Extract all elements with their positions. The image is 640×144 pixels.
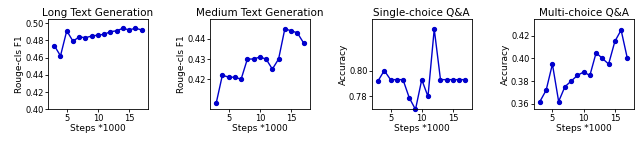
X-axis label: Steps *1000: Steps *1000 xyxy=(394,124,450,133)
Y-axis label: Accuracy: Accuracy xyxy=(500,43,509,85)
X-axis label: Steps *1000: Steps *1000 xyxy=(556,124,611,133)
Y-axis label: Rouge-cls F1: Rouge-cls F1 xyxy=(177,35,186,93)
Title: Medium Text Generation: Medium Text Generation xyxy=(196,8,324,18)
X-axis label: Steps *1000: Steps *1000 xyxy=(232,124,288,133)
Y-axis label: Accuracy: Accuracy xyxy=(339,43,348,85)
Title: Long Text Generation: Long Text Generation xyxy=(42,8,154,18)
Title: Single-choice Q&A: Single-choice Q&A xyxy=(373,8,470,18)
Y-axis label: Rouge-cls F1: Rouge-cls F1 xyxy=(15,35,24,93)
X-axis label: Steps *1000: Steps *1000 xyxy=(70,124,126,133)
Title: Multi-choice Q&A: Multi-choice Q&A xyxy=(539,8,628,18)
